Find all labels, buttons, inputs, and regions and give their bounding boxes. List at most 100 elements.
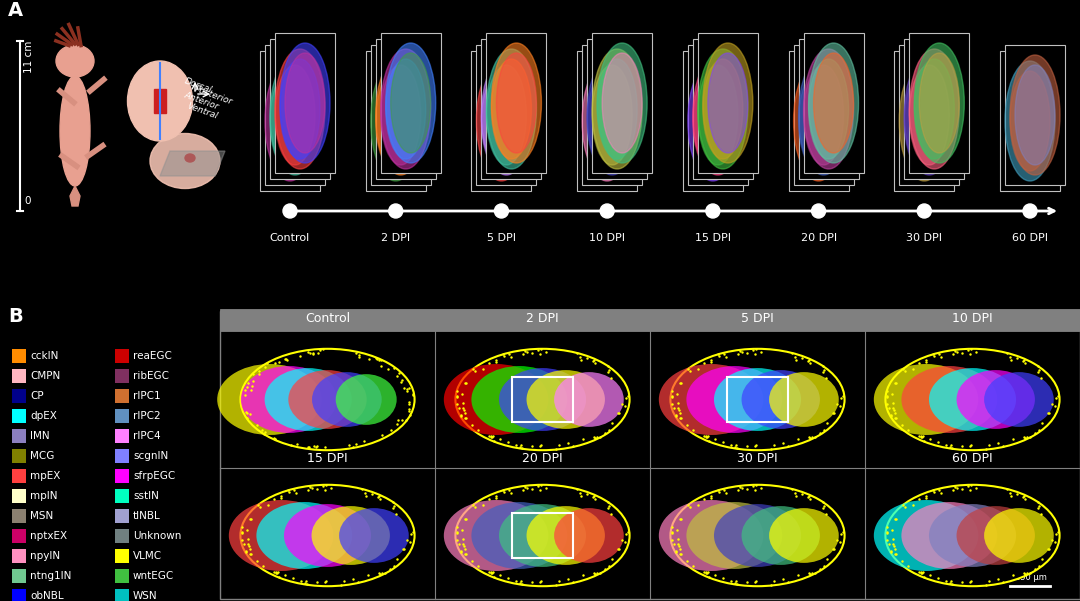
Bar (12, 389, 26, 403)
Text: CMPN: CMPN (30, 371, 60, 381)
Text: dpEX: dpEX (30, 411, 57, 421)
Text: 60 DPI: 60 DPI (1012, 233, 1048, 243)
Text: wntEGC: wntEGC (133, 571, 174, 581)
Ellipse shape (376, 71, 416, 171)
Bar (114, 389, 129, 403)
Ellipse shape (482, 55, 531, 175)
Text: CP: CP (30, 391, 43, 401)
Ellipse shape (486, 65, 526, 165)
Ellipse shape (904, 55, 955, 175)
Ellipse shape (915, 59, 955, 159)
Ellipse shape (984, 372, 1054, 427)
Ellipse shape (909, 49, 959, 169)
Bar (114, 449, 129, 463)
Text: sfrpEGC: sfrpEGC (133, 471, 175, 481)
Text: 60 DPI: 60 DPI (953, 453, 993, 466)
Text: Control: Control (270, 233, 310, 243)
Ellipse shape (714, 504, 801, 567)
Text: reaEGC: reaEGC (133, 351, 172, 361)
Ellipse shape (444, 364, 549, 435)
Text: 2 DPI: 2 DPI (381, 233, 410, 243)
Ellipse shape (902, 366, 997, 433)
Bar (12, 569, 26, 583)
Ellipse shape (794, 61, 843, 181)
Bar (12, 549, 26, 563)
Text: sstIN: sstIN (133, 491, 159, 501)
Ellipse shape (698, 65, 738, 165)
Bar (472, 51, 531, 191)
Ellipse shape (270, 71, 310, 171)
Bar (788, 51, 849, 191)
Ellipse shape (499, 504, 586, 567)
Ellipse shape (381, 65, 421, 165)
Text: 10 DPI: 10 DPI (953, 313, 993, 326)
Bar (512, 513, 573, 558)
Text: Dorsal: Dorsal (183, 77, 213, 95)
Ellipse shape (497, 53, 537, 153)
Bar (900, 45, 959, 185)
Ellipse shape (957, 370, 1035, 429)
Ellipse shape (804, 65, 843, 165)
Bar (1005, 45, 1065, 185)
Bar (577, 51, 637, 191)
Ellipse shape (476, 61, 526, 181)
Circle shape (283, 204, 297, 218)
Ellipse shape (597, 43, 647, 163)
Ellipse shape (482, 71, 522, 171)
Ellipse shape (280, 43, 330, 163)
Ellipse shape (659, 500, 764, 571)
Text: 5 DPI: 5 DPI (487, 233, 516, 243)
Ellipse shape (915, 43, 964, 163)
Text: Control: Control (305, 313, 350, 326)
Text: rIPC2: rIPC2 (133, 411, 161, 421)
Text: 20 DPI: 20 DPI (523, 453, 563, 466)
Text: 30 DPI: 30 DPI (738, 453, 778, 466)
Text: 20 DPI: 20 DPI (800, 233, 837, 243)
Ellipse shape (285, 53, 325, 153)
Ellipse shape (698, 49, 747, 169)
Bar (588, 39, 647, 179)
Ellipse shape (769, 508, 839, 563)
Text: rIPC4: rIPC4 (133, 431, 161, 441)
Text: MSN: MSN (30, 511, 53, 521)
Text: tINBL: tINBL (133, 511, 161, 521)
Ellipse shape (804, 49, 853, 169)
Bar (12, 489, 26, 503)
Text: php: php (990, 573, 1007, 582)
Ellipse shape (265, 368, 352, 431)
Ellipse shape (874, 500, 978, 571)
Ellipse shape (229, 500, 334, 571)
Ellipse shape (444, 500, 549, 571)
Text: nptxEX: nptxEX (30, 531, 67, 541)
Circle shape (1023, 204, 1037, 218)
Bar (482, 39, 541, 179)
Bar (12, 349, 26, 363)
Ellipse shape (1010, 71, 1050, 171)
Ellipse shape (456, 349, 630, 450)
Ellipse shape (798, 55, 849, 175)
Bar (476, 45, 537, 185)
Bar (592, 33, 652, 173)
Circle shape (917, 204, 931, 218)
Bar (688, 45, 747, 185)
Bar (270, 39, 330, 179)
Text: Posterior: Posterior (193, 85, 233, 107)
Text: npyIN: npyIN (30, 551, 60, 561)
Ellipse shape (471, 502, 567, 569)
Text: lMN: lMN (30, 431, 50, 441)
Text: 3: 3 (561, 517, 568, 528)
Ellipse shape (886, 485, 1059, 586)
Bar (698, 33, 758, 173)
Ellipse shape (1015, 65, 1055, 165)
Ellipse shape (554, 508, 624, 563)
Ellipse shape (798, 71, 838, 171)
Text: B: B (8, 307, 23, 326)
Bar (693, 39, 753, 179)
Ellipse shape (929, 504, 1016, 567)
Bar (1000, 51, 1059, 191)
Ellipse shape (150, 133, 220, 189)
Text: ribEGC: ribEGC (133, 371, 168, 381)
Ellipse shape (809, 43, 859, 163)
Bar (260, 51, 320, 191)
Bar (12, 589, 26, 601)
